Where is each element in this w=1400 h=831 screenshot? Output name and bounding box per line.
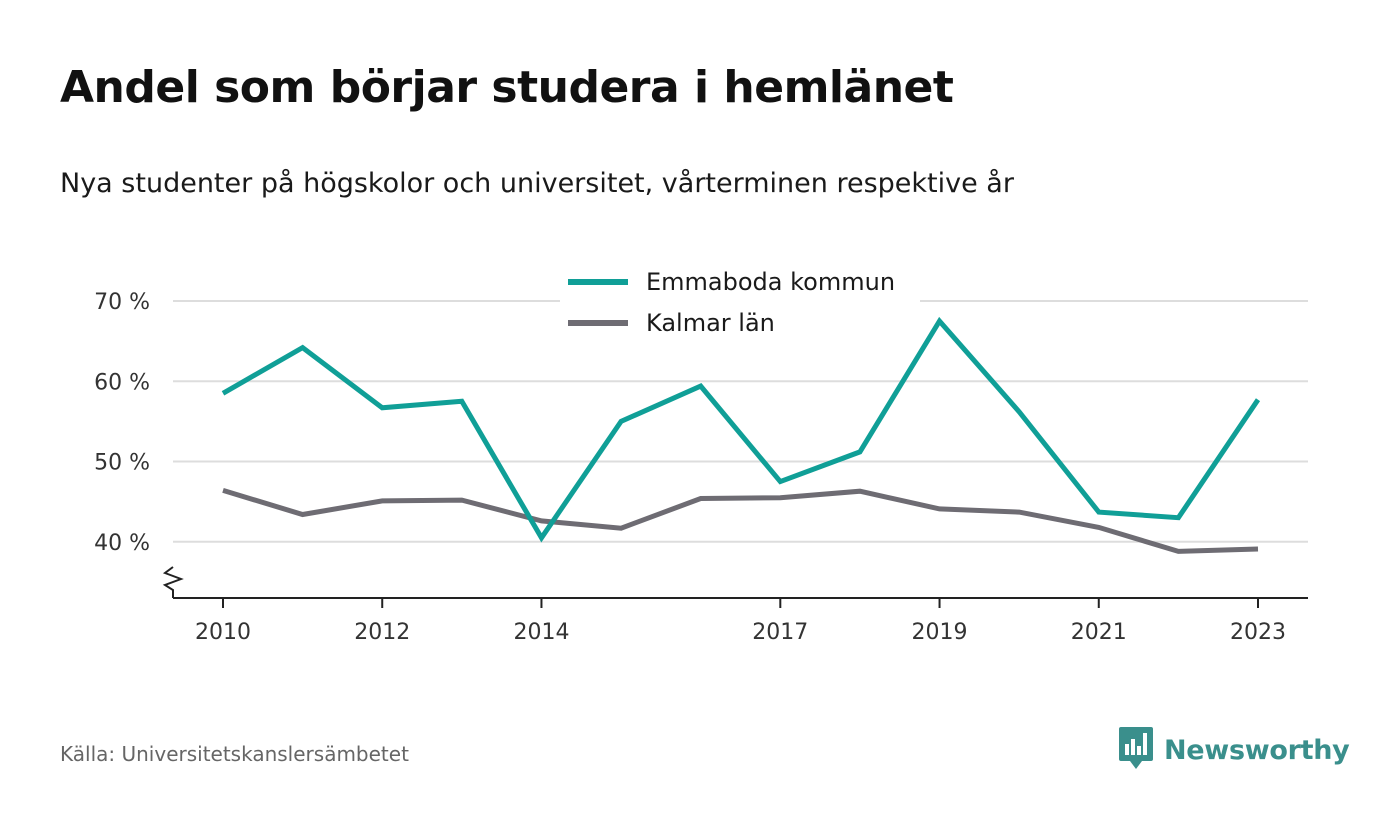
legend-label: Emmaboda kommun	[646, 268, 895, 296]
x-tick-label: 2023	[1230, 620, 1286, 645]
series-line-emmaboda-kommun	[221, 316, 1261, 543]
chart-title: Andel som börjar studera i hemlänet	[60, 62, 954, 113]
series-line-kalmar-lan	[222, 488, 1259, 554]
legend-label: Kalmar län	[646, 309, 775, 337]
source-note: Källa: Universitetskanslersämbetet	[60, 742, 409, 766]
y-tick-label: 70 %	[94, 290, 150, 315]
brand-name: Newsworthy	[1164, 734, 1350, 766]
x-tick-label: 2017	[752, 620, 808, 645]
y-tick-label: 60 %	[94, 370, 150, 395]
chart-subtitle: Nya studenter på högskolor och universit…	[60, 168, 1014, 199]
x-tick-label: 2019	[912, 620, 968, 645]
y-axis-break	[162, 566, 184, 598]
y-tick-label: 40 %	[94, 531, 150, 556]
y-tick-label: 50 %	[94, 451, 150, 476]
x-tick-label: 2021	[1071, 620, 1127, 645]
newsworthy-chart-bubble-icon	[1118, 726, 1154, 774]
brand-logo[interactable]: Newsworthy	[1118, 726, 1350, 774]
legend: Emmaboda kommun Kalmar län	[560, 262, 920, 337]
series-lines	[221, 316, 1261, 554]
x-tick-label: 2014	[513, 620, 569, 645]
x-tick-label: 2010	[195, 620, 251, 645]
axes: 40 % 50 % 60 % 70 % 2010 2012 2014 2017 2019 2021…	[94, 290, 1308, 645]
x-tick-label: 2012	[354, 620, 410, 645]
